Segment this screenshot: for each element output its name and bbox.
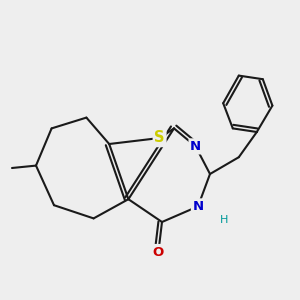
Text: S: S [154,130,165,146]
Text: H: H [220,214,229,225]
Text: N: N [190,140,201,153]
Text: N: N [192,200,204,213]
Text: O: O [153,245,164,259]
